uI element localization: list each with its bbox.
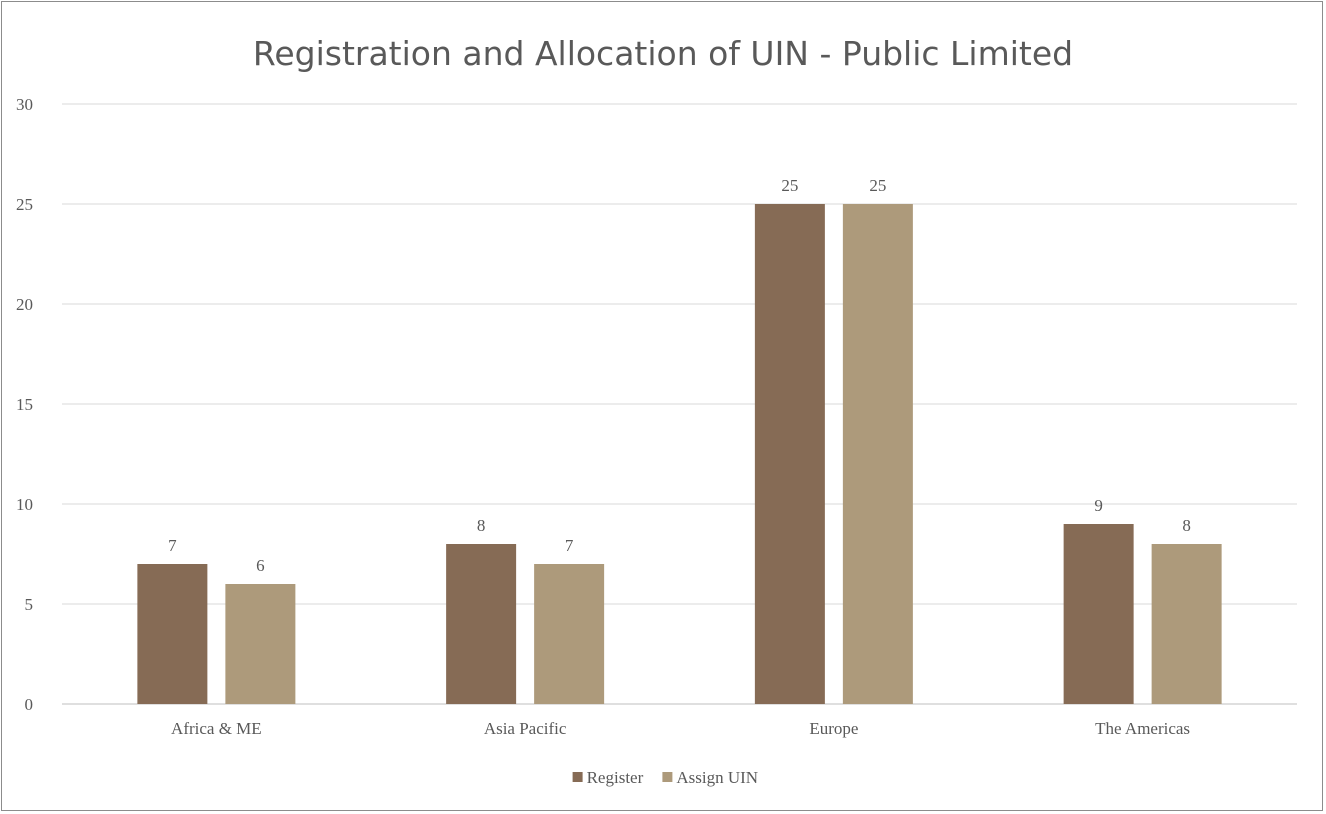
x-tick-label: Europe bbox=[809, 719, 858, 738]
bar bbox=[137, 564, 208, 704]
data-label: 6 bbox=[256, 556, 265, 575]
data-labels: 7 6 8 7 25 25 9 8 bbox=[168, 176, 1191, 575]
y-axis-ticks: 0 5 10 15 20 25 30 bbox=[16, 95, 33, 714]
bar bbox=[1063, 524, 1134, 704]
bar bbox=[842, 204, 913, 704]
data-label: 7 bbox=[565, 536, 574, 555]
chart-title: Registration and Allocation of UIN - Pub… bbox=[253, 34, 1073, 73]
y-tick-label: 25 bbox=[16, 195, 33, 214]
data-label: 25 bbox=[781, 176, 798, 195]
bar bbox=[534, 564, 605, 704]
x-tick-label: Asia Pacific bbox=[484, 719, 567, 738]
legend-swatch bbox=[572, 772, 583, 782]
data-label: 9 bbox=[1094, 496, 1103, 515]
bars bbox=[137, 204, 1222, 704]
data-label: 7 bbox=[168, 536, 177, 555]
x-tick-label: Africa & ME bbox=[171, 719, 262, 738]
data-label: 8 bbox=[1182, 516, 1191, 535]
y-tick-label: 20 bbox=[16, 295, 33, 314]
legend: Register Assign UIN bbox=[572, 768, 758, 787]
y-tick-label: 0 bbox=[25, 695, 34, 714]
bar bbox=[225, 584, 296, 704]
bar bbox=[446, 544, 517, 704]
data-label: 8 bbox=[477, 516, 486, 535]
y-tick-label: 30 bbox=[16, 95, 33, 114]
y-tick-label: 10 bbox=[16, 495, 33, 514]
data-label: 25 bbox=[869, 176, 886, 195]
bar bbox=[1151, 544, 1222, 704]
legend-swatch bbox=[662, 772, 673, 782]
legend-label: Register bbox=[587, 768, 644, 787]
legend-label: Assign UIN bbox=[676, 768, 758, 787]
x-axis-ticks: Africa & ME Asia Pacific Europe The America… bbox=[171, 719, 1190, 738]
y-tick-label: 5 bbox=[25, 595, 34, 614]
bar bbox=[754, 204, 825, 704]
x-tick-label: The Americas bbox=[1095, 719, 1190, 738]
y-tick-label: 15 bbox=[16, 395, 33, 414]
